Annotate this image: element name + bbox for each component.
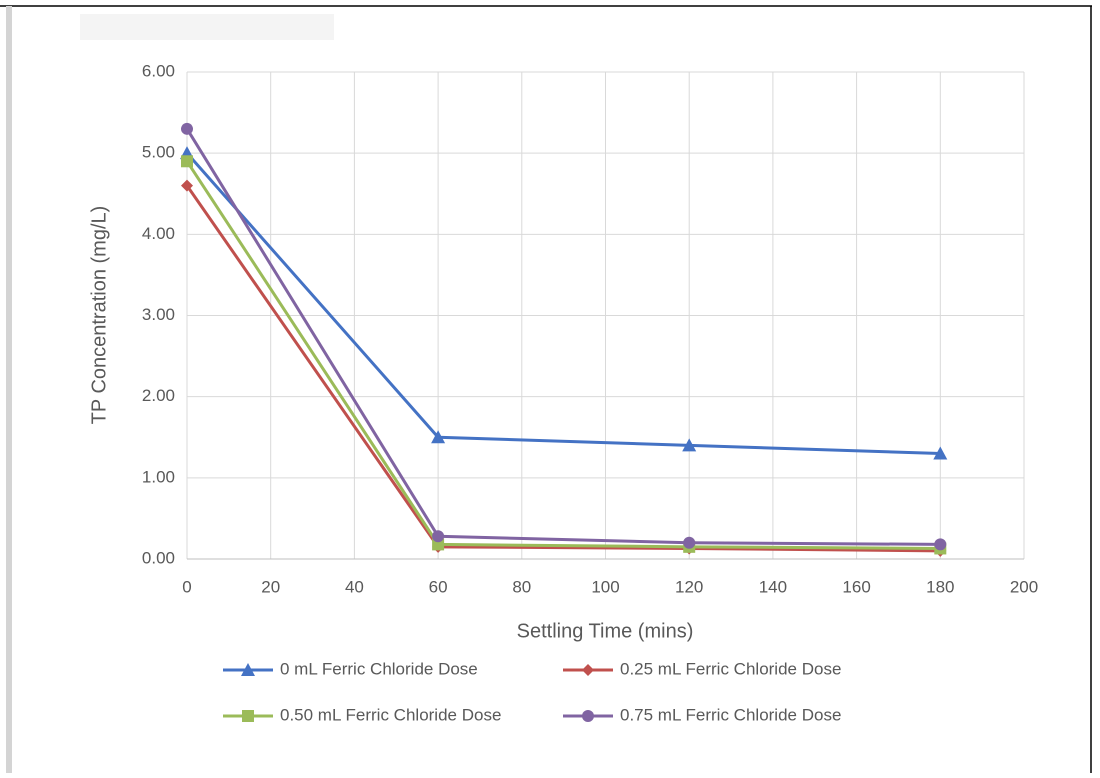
x-tick-label: 60 [429, 577, 448, 596]
data-point [181, 122, 193, 135]
data-point [933, 446, 948, 460]
legend-marker [582, 664, 594, 676]
legend-label: 0.75 mL Ferric Chloride Dose [620, 705, 841, 724]
x-tick-label: 180 [926, 577, 954, 596]
y-tick-label: 4.00 [142, 224, 175, 243]
data-point [432, 530, 445, 543]
x-tick-label: 160 [842, 577, 870, 596]
header-box [80, 14, 334, 40]
series-line [185, 160, 941, 550]
y-tick-label: 0.00 [142, 548, 175, 567]
x-tick-label: 20 [261, 577, 280, 596]
series-line [185, 128, 941, 546]
y-tick-label: 6.00 [142, 61, 175, 80]
x-tick-label: 80 [512, 577, 531, 596]
y-tick-label: 1.00 [142, 467, 175, 486]
x-tick-label: 0 [182, 577, 191, 596]
legend-label: 0.25 mL Ferric Chloride Dose [620, 659, 841, 678]
x-tick-label: 40 [345, 577, 364, 596]
y-axis-title: TP Concentration (mg/L) [88, 206, 110, 425]
data-point [181, 155, 193, 168]
data-point [683, 536, 696, 549]
series-line [185, 184, 941, 553]
legend-label: 0 mL Ferric Chloride Dose [280, 659, 478, 678]
data-point [934, 538, 947, 551]
y-tick-label: 3.00 [142, 305, 175, 324]
legend-marker [241, 663, 255, 676]
legend-label: 0.50 mL Ferric Chloride Dose [280, 705, 501, 724]
data-point [431, 430, 446, 444]
x-tick-label: 100 [591, 577, 619, 596]
legend-marker [242, 710, 254, 722]
data-point [682, 438, 697, 452]
x-tick-label: 200 [1010, 577, 1038, 596]
x-axis-title: Settling Time (mins) [517, 620, 694, 642]
frame-left [6, 6, 12, 773]
series-line [185, 152, 941, 455]
y-tick-label: 5.00 [142, 143, 175, 162]
y-tick-label: 2.00 [142, 386, 175, 405]
x-tick-label: 120 [675, 577, 703, 596]
x-tick-label: 140 [759, 577, 787, 596]
data-point [181, 179, 193, 192]
legend-marker [582, 710, 594, 722]
